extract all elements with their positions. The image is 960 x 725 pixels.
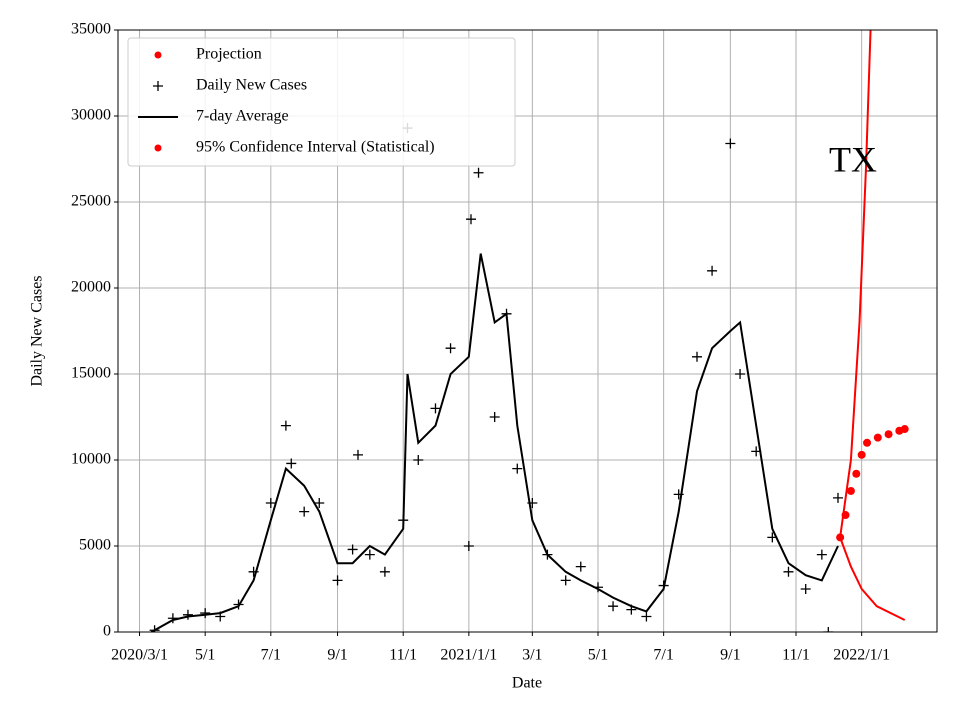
daily-case-point xyxy=(332,575,343,586)
y-tick-label: 10000 xyxy=(71,451,111,468)
daily-case-point xyxy=(314,498,325,508)
daily-case-point xyxy=(512,463,523,474)
projection-point xyxy=(884,430,893,439)
projection-point xyxy=(863,438,872,447)
x-axis-label: Date xyxy=(512,675,542,692)
daily-case-point xyxy=(265,498,276,508)
daily-case-point xyxy=(347,544,358,555)
legend-label: 7-day Average xyxy=(196,108,289,125)
annotation: TX xyxy=(829,139,877,179)
x-tick-label: 5/1 xyxy=(195,647,215,664)
daily-case-point xyxy=(286,458,297,469)
ci-upper xyxy=(839,30,872,538)
legend-marker xyxy=(154,51,162,59)
y-tick-label: 35000 xyxy=(71,21,111,38)
x-tick-label: 2022/1/1 xyxy=(833,647,890,664)
daily-case-point xyxy=(816,549,827,560)
legend-marker xyxy=(153,81,163,91)
legend-box xyxy=(127,37,516,167)
daily-case-point xyxy=(200,608,211,619)
plot-marks xyxy=(149,30,909,632)
projection-point xyxy=(857,450,866,459)
daily-case-point xyxy=(364,549,375,560)
daily-case-point xyxy=(182,609,193,620)
x-tick-label: 9/1 xyxy=(720,647,740,664)
daily-case-point xyxy=(692,351,703,362)
daily-case-point xyxy=(575,561,586,572)
y-tick-label: 15000 xyxy=(71,365,111,382)
daily-case-point xyxy=(783,566,794,577)
daily-case-point xyxy=(800,584,811,594)
ci-lower xyxy=(839,537,906,621)
plot-frame xyxy=(117,29,938,633)
legend: Projection Daily New Cases 7-day Average 95… xyxy=(127,37,516,167)
x-tick-label: 11/1 xyxy=(389,647,417,664)
axes: 0 5000 10000 15000 20000 25000 30000 35000 2020/… xyxy=(71,21,890,664)
x-tick-label: 2021/1/1 xyxy=(440,647,497,664)
x-tick-label: 2020/3/1 xyxy=(111,647,168,664)
daily-case-point xyxy=(430,403,441,414)
y-tick-label: 0 xyxy=(103,623,111,640)
daily-case-point xyxy=(465,214,476,225)
x-tick-label: 11/1 xyxy=(782,647,810,664)
x-tick-label: 7/1 xyxy=(653,647,673,664)
daily-case-point xyxy=(379,566,390,577)
x-tick-label: 5/1 xyxy=(588,647,608,664)
y-tick-label: 30000 xyxy=(71,107,111,124)
daily-case-point xyxy=(445,343,456,354)
daily-case-point xyxy=(707,265,718,276)
daily-case-point xyxy=(823,627,834,632)
legend-label: 95% Confidence Interval (Statistical) xyxy=(196,139,435,156)
projection-point xyxy=(852,469,861,478)
daily-case-point xyxy=(413,455,424,465)
projection-point xyxy=(873,433,882,442)
x-tick-label: 9/1 xyxy=(327,647,347,664)
legend-marker xyxy=(154,144,162,152)
legend-label: Projection xyxy=(196,46,262,63)
projection-point xyxy=(900,425,909,434)
daily-case-point xyxy=(735,369,746,379)
x-tick-label: 7/1 xyxy=(261,647,281,664)
daily-case-point xyxy=(473,167,484,178)
y-tick-label: 25000 xyxy=(71,193,111,210)
x-tick-label: 3/1 xyxy=(522,647,542,664)
daily-case-point xyxy=(725,138,736,149)
y-axis-label: Daily New Cases xyxy=(29,275,46,386)
daily-case-point xyxy=(299,506,310,517)
daily-case-point xyxy=(641,611,652,622)
y-tick-label: 20000 xyxy=(71,279,111,296)
projection-point xyxy=(846,486,855,495)
daily-case-point xyxy=(463,541,474,551)
daily-case-point xyxy=(489,412,500,422)
average-line xyxy=(150,253,839,632)
daily-case-point xyxy=(608,601,619,612)
daily-case-point xyxy=(352,449,363,460)
daily-case-point xyxy=(280,420,291,431)
legend-label: Daily New Cases xyxy=(196,77,307,94)
daily-case-point xyxy=(560,575,571,586)
y-tick-label: 5000 xyxy=(79,537,111,554)
daily-case-point xyxy=(832,492,843,503)
